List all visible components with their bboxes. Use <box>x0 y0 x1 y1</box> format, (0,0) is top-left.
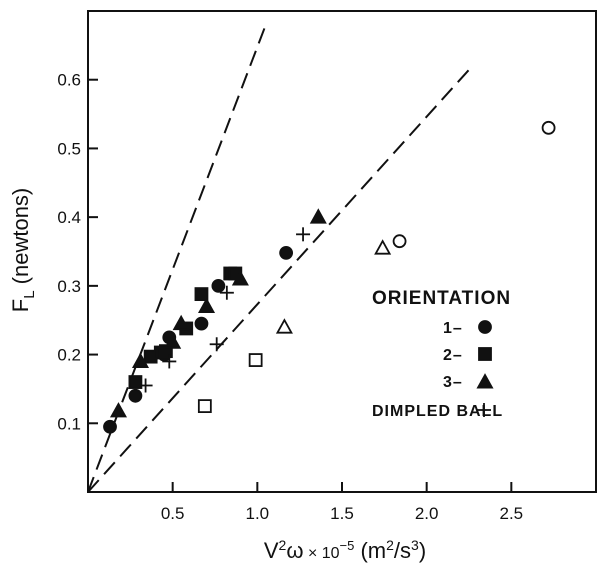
point-circle-filled <box>128 388 143 403</box>
legend-marker-square-filled <box>478 347 492 361</box>
point-circle-open <box>541 120 556 135</box>
point-plus <box>162 354 177 369</box>
point-circle-filled <box>279 245 294 260</box>
y-tick-label: 0.3 <box>57 277 81 296</box>
x-tick-label: 0.5 <box>161 504 185 523</box>
point-triangle-filled <box>109 402 128 418</box>
point-triangle-filled <box>172 314 190 331</box>
y-tick-label: 0.4 <box>57 208 81 227</box>
point-square-filled <box>194 287 209 302</box>
point-triangle-open <box>374 239 392 255</box>
point-circle-filled <box>194 316 209 331</box>
x-tick-label: 2.5 <box>500 504 524 523</box>
y-tick-label: 0.1 <box>57 414 81 433</box>
point-square-filled <box>128 375 143 389</box>
plot-frame <box>87 10 597 493</box>
point-circle-filled <box>103 419 117 434</box>
axis-ticks: 0.5 1.0 1.5 2.0 2.5 0.1 0.2 0.3 0.4 0.5 0.6 <box>57 71 523 523</box>
legend-marker-plus <box>477 403 491 417</box>
point-plus <box>209 337 224 352</box>
legend: ORIENTATION 1– 2– 3– DIMPLED BALL <box>372 288 511 420</box>
legend-label: DIMPLED BALL <box>372 403 503 420</box>
legend-label: 3– <box>443 374 463 391</box>
x-axis-title: V2ω × 10−5 (m2/s3) <box>264 537 426 563</box>
point-plus <box>296 227 311 242</box>
reference-line-2 <box>87 65 474 493</box>
point-circle-open <box>392 234 407 249</box>
x-tick-label: 1.0 <box>246 504 270 523</box>
point-triangle-filled <box>131 352 150 368</box>
x-tick-label: 1.5 <box>330 504 354 523</box>
y-tick-label: 0.5 <box>57 139 81 158</box>
y-tick-label: 0.6 <box>57 71 81 90</box>
point-triangle-open <box>275 318 293 334</box>
point-circle-filled <box>211 278 226 293</box>
point-plus <box>219 285 234 300</box>
y-tick-label: 0.2 <box>57 346 81 365</box>
point-triangle-filled <box>164 333 182 349</box>
point-square-open <box>248 353 263 367</box>
data-points <box>103 120 556 434</box>
legend-label: 1– <box>443 320 463 337</box>
point-plus <box>138 378 153 393</box>
legend-title: ORIENTATION <box>372 288 511 309</box>
x-tick-label: 2.0 <box>415 504 439 523</box>
point-triangle-filled <box>309 208 327 224</box>
reference-lines <box>87 24 474 493</box>
point-triangle-filled <box>198 297 216 313</box>
point-triangle-filled <box>231 270 249 286</box>
legend-marker-triangle-filled <box>476 373 494 389</box>
point-square-open <box>197 399 212 414</box>
y-axis-title: FL (newtons) <box>8 188 38 313</box>
legend-marker-circle-filled <box>478 320 492 334</box>
legend-label: 2– <box>443 347 463 364</box>
